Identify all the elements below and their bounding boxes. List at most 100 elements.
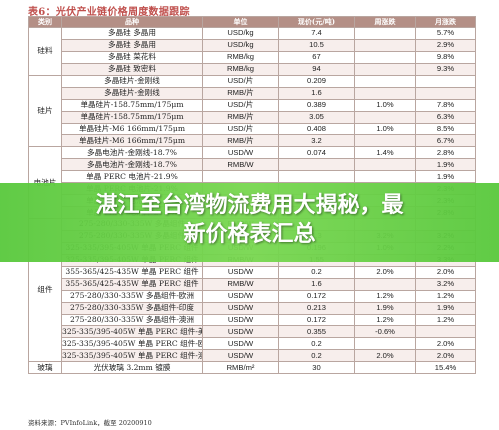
- table-row: 单晶硅片-158.75mm/175μm USD/片 0.389 1.0% 7.8%: [29, 98, 476, 112]
- price-cell: 0.2: [278, 349, 355, 363]
- banner-line-1: 湛江至台湾物流费用大揭秘，最: [95, 193, 404, 218]
- week-change-cell: [354, 38, 416, 52]
- overlay-banner: [0, 183, 499, 262]
- product-cell: 325-335/395-405W 单晶 PERC 组件-澳洲: [61, 349, 203, 363]
- price-cell: 0.172: [278, 313, 355, 327]
- month-change-cell: 2.8%: [415, 146, 476, 160]
- month-change-cell: 6.7%: [415, 134, 476, 148]
- unit-cell: USD/W: [202, 337, 279, 351]
- week-change-cell: 1.2%: [354, 289, 416, 303]
- week-change-cell: [354, 110, 416, 124]
- product-cell: 单晶硅片-M6 166mm/175μm: [61, 134, 203, 148]
- header-week-change: 周涨跌: [354, 16, 416, 28]
- table-row: 275-280/330-335W 多晶组件-欧洲 USD/W 0.172 1.2% 1.…: [29, 289, 476, 303]
- unit-cell: RMB/片: [202, 134, 279, 148]
- product-cell: 光伏玻璃 3.2mm 镀膜: [61, 361, 203, 375]
- product-cell: 355-365/425-435W 单晶 PERC 组件: [61, 265, 203, 279]
- price-cell: 7.4: [278, 27, 355, 40]
- unit-cell: USD/片: [202, 122, 279, 136]
- unit-cell: RMB/kg: [202, 50, 279, 64]
- table-row: 硅料 多晶硅 多晶用 USD/kg 7.4 5.7%: [28, 27, 476, 76]
- month-change-cell: 1.9%: [415, 170, 476, 184]
- table-row: 玻璃 光伏玻璃 3.2mm 镀膜 RMB/m² 30 15.4%: [28, 361, 476, 375]
- product-cell: 275-280/330-335W 多晶组件-澳洲: [61, 313, 203, 327]
- table-row: 多晶硅 菜花料 RMB/kg 67 9.8%: [29, 50, 476, 64]
- month-change-cell: [415, 74, 476, 88]
- month-change-cell: 15.4%: [415, 361, 476, 375]
- table-row: 多晶硅 多晶用 USD/kg 10.5 2.9%: [29, 38, 476, 52]
- product-cell: 单晶硅片-158.75mm/175μm: [61, 98, 203, 112]
- month-change-cell: 2.0%: [415, 349, 476, 363]
- unit-cell: USD/kg: [202, 38, 279, 52]
- unit-cell: USD/W: [202, 265, 279, 279]
- unit-cell: [202, 170, 279, 184]
- week-change-cell: [354, 27, 416, 40]
- week-change-cell: 1.0%: [354, 98, 416, 112]
- price-cell: 0.074: [278, 146, 355, 160]
- price-cell: 0.389: [278, 98, 355, 112]
- unit-cell: USD/W: [202, 301, 279, 315]
- table-row: 325-335/395-405W 单晶 PERC 组件-澳洲 USD/W 0.2 2.…: [29, 349, 476, 363]
- week-change-cell: [354, 277, 416, 291]
- price-cell: 0.2: [278, 265, 355, 279]
- week-change-cell: 1.9%: [354, 301, 416, 315]
- month-change-cell: 8.5%: [415, 122, 476, 136]
- table-row: 275-280/330-335W 多晶组件-印度 USD/W 0.213 1.9% 1.…: [29, 301, 476, 315]
- week-change-cell: [354, 50, 416, 64]
- table-row: 355-365/425-435W 单晶 PERC 组件 RMB/W 1.6 3.2%: [29, 277, 476, 291]
- week-change-cell: [354, 337, 416, 351]
- price-cell: 0.2: [278, 337, 355, 351]
- product-cell: 275-280/330-335W 多晶组件-欧洲: [61, 289, 203, 303]
- table-row: 275-280/330-335W 多晶组件-澳洲 USD/W 0.172 1.2% 1.…: [29, 313, 476, 327]
- price-cell: [278, 158, 355, 172]
- product-cell: 多晶电池片-金刚线-18.7%: [61, 146, 203, 160]
- week-change-cell: [354, 158, 416, 172]
- header-unit: 单位: [202, 16, 279, 28]
- table-header-row: 类别 品种 单位 现价(元/吨) 周涨跌 月涨跌: [28, 16, 476, 28]
- table-row: 单晶硅片-M6 166mm/175μm USD/片 0.408 1.0% 8.5%: [29, 122, 476, 136]
- unit-cell: USD/W: [202, 146, 279, 160]
- table-row: 单晶硅片-158.75mm/175μm RMB/片 3.05 6.3%: [29, 110, 476, 124]
- week-change-cell: 1.0%: [354, 122, 416, 136]
- unit-cell: USD/kg: [202, 27, 279, 40]
- week-change-cell: 1.2%: [354, 313, 416, 327]
- product-cell: 多晶硅 多晶用: [61, 38, 203, 52]
- week-change-cell: [354, 134, 416, 148]
- price-cell: 67: [278, 50, 355, 64]
- price-cell: 0.172: [278, 289, 355, 303]
- unit-cell: USD/W: [202, 289, 279, 303]
- product-cell: 单晶硅片-158.75mm/175μm: [61, 110, 203, 124]
- price-cell: 1.6: [278, 86, 355, 100]
- header-product: 品种: [61, 16, 203, 28]
- category-cell: 玻璃: [28, 361, 62, 375]
- price-cell: 0.408: [278, 122, 355, 136]
- price-cell: 3.05: [278, 110, 355, 124]
- week-change-cell: [354, 74, 416, 88]
- month-change-cell: 9.8%: [415, 50, 476, 64]
- source-note: 资料来源：PVInfoLink，截至 20200910: [28, 419, 152, 427]
- price-cell: 10.5: [278, 38, 355, 52]
- unit-cell: USD/W: [202, 325, 279, 339]
- week-change-cell: -0.6%: [354, 325, 416, 339]
- product-cell: 325-335/395-405W 单晶 PERC 组件-欧洲: [61, 337, 203, 351]
- price-cell: 1.6: [278, 277, 355, 291]
- table-row: 多晶电池片-金刚线-18.7% RMB/W 1.9%: [29, 158, 476, 172]
- month-change-cell: 1.9%: [415, 158, 476, 172]
- product-cell: 单晶 PERC 电池片-21.9%: [61, 170, 203, 184]
- table-title: 表6：光伏产业链价格周度数据跟踪: [28, 7, 190, 18]
- header-price: 现价(元/吨): [278, 16, 355, 28]
- month-change-cell: 2.0%: [415, 265, 476, 279]
- unit-cell: RMB/片: [202, 110, 279, 124]
- table-row: 多晶硅片-金刚线 RMB/片 1.6: [29, 86, 476, 100]
- product-cell: 多晶硅 多晶用: [61, 27, 203, 40]
- price-cell: 3.2: [278, 134, 355, 148]
- week-change-cell: 2.0%: [354, 349, 416, 363]
- month-change-cell: 5.7%: [415, 27, 476, 40]
- header-month-change: 月涨跌: [415, 16, 476, 28]
- unit-cell: RMB/m²: [202, 361, 279, 375]
- price-cell: 0.209: [278, 74, 355, 88]
- week-change-cell: [354, 86, 416, 100]
- unit-cell: USD/W: [202, 349, 279, 363]
- unit-cell: USD/W: [202, 313, 279, 327]
